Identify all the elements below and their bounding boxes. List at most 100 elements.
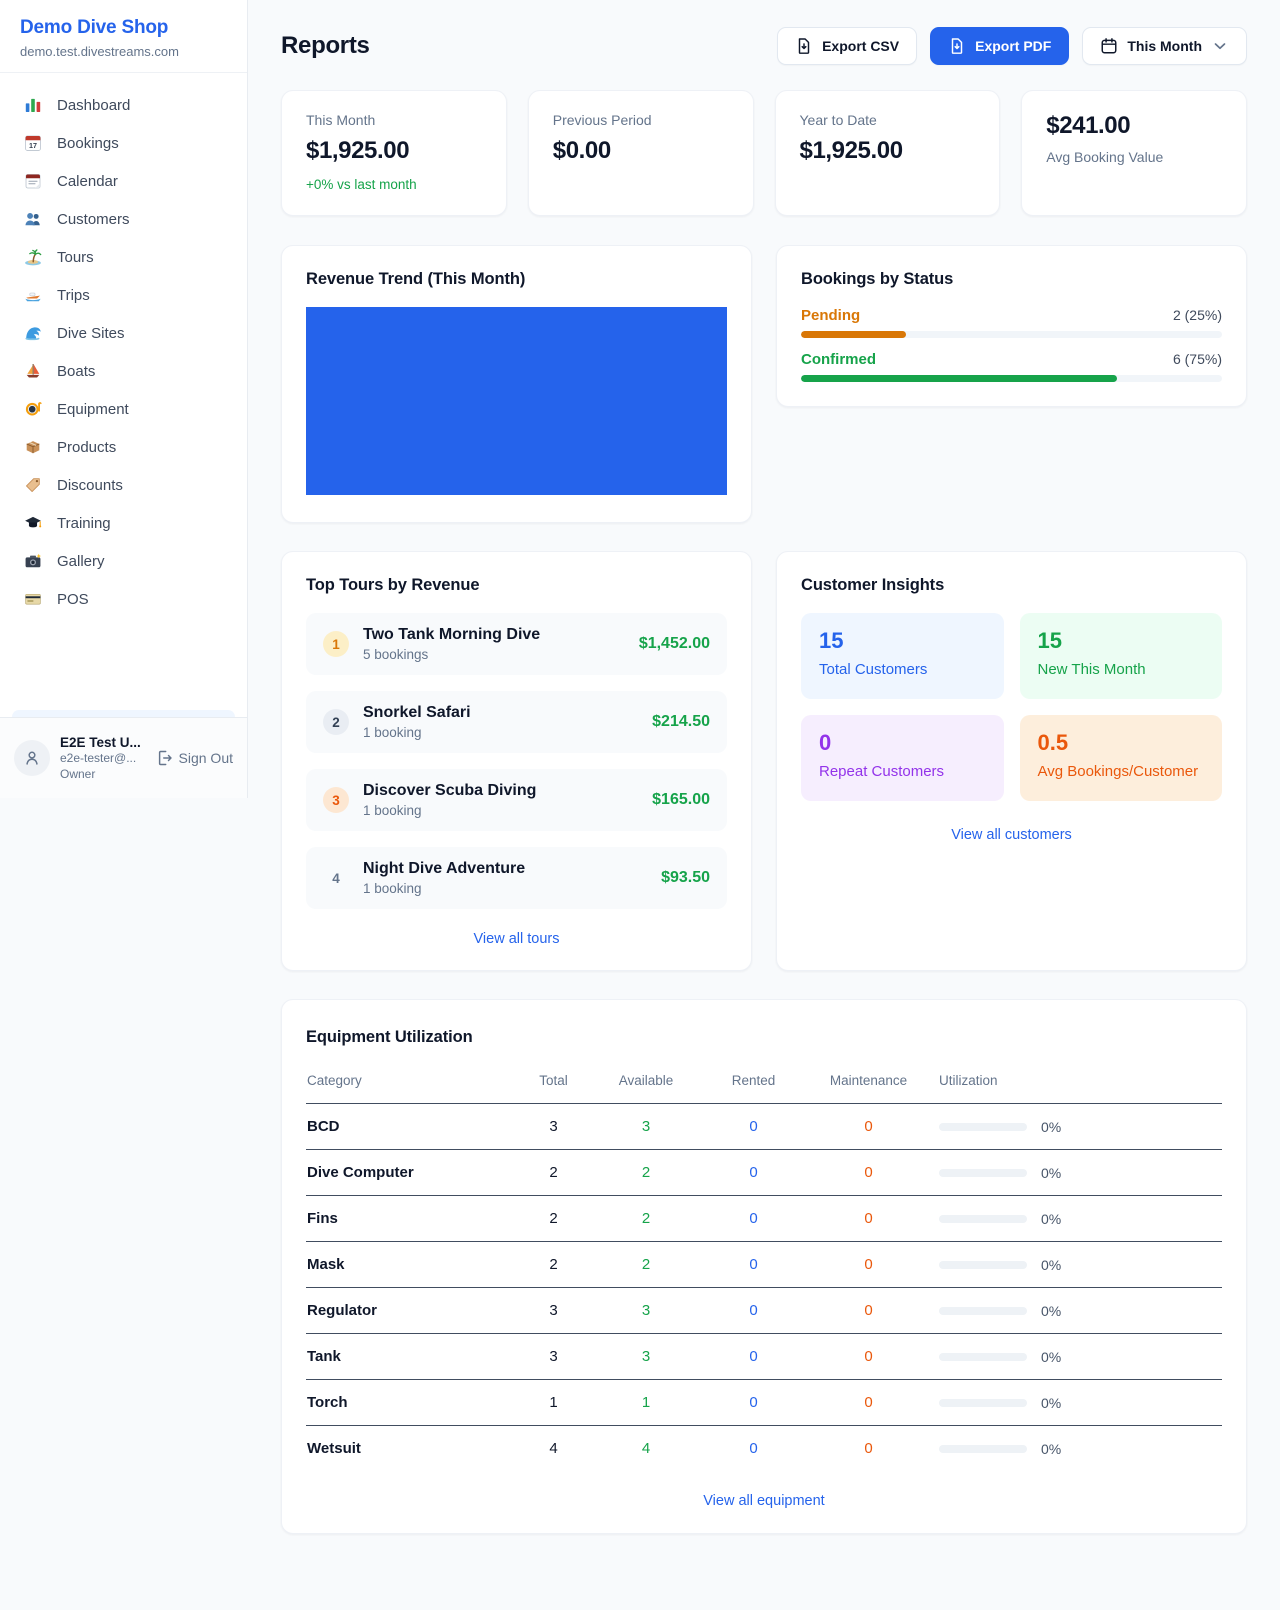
equipment-category: Regulator bbox=[306, 1287, 516, 1334]
sign-out-button[interactable]: Sign Out bbox=[155, 749, 233, 767]
sidebar-item-tours[interactable]: Tours bbox=[12, 238, 235, 276]
sidebar-item-label: Tours bbox=[57, 248, 94, 266]
tour-bookings: 1 booking bbox=[363, 725, 422, 740]
sidebar-item-dive-sites[interactable]: Dive Sites bbox=[12, 314, 235, 352]
equipment-category: Wetsuit bbox=[307, 1440, 361, 1457]
tour-row-snorkel-safari[interactable]: 2 Snorkel Safari 1 booking $214.50 bbox=[306, 691, 727, 753]
utilization-bar bbox=[939, 1122, 1027, 1131]
header-actions: Export CSV Export PDF bbox=[777, 27, 1247, 65]
sidebar-item-pos[interactable]: POS bbox=[12, 580, 235, 618]
equipment-category: Mask bbox=[306, 1241, 516, 1288]
equipment-table-header-row: Category Total Available Rented Maintena… bbox=[306, 1065, 1222, 1104]
insight-tile-repeat-customers: 0 Repeat Customers bbox=[801, 715, 1004, 801]
brand-name[interactable]: Demo Dive Shop bbox=[20, 17, 169, 38]
utilization-percent: 0% bbox=[1041, 1164, 1062, 1181]
sidebar-item-gallery[interactable]: Gallery bbox=[12, 542, 235, 580]
status-count: 6 (75%) bbox=[1172, 351, 1222, 367]
equipment-available: 1 bbox=[591, 1379, 701, 1426]
period-dropdown[interactable]: This Month bbox=[1082, 27, 1247, 65]
equipment-rented: 0 bbox=[701, 1195, 806, 1242]
sidebar-item-label: Gallery bbox=[57, 552, 105, 570]
equipment-total: 3 bbox=[516, 1287, 591, 1334]
equipment-maintenance: 0 bbox=[806, 1103, 931, 1150]
sailboat-icon bbox=[24, 362, 42, 380]
sidebar-item-bookings[interactable]: 17 Bookings bbox=[12, 124, 235, 162]
lists-row: Top Tours by Revenue 1 Two Tank Morning D… bbox=[281, 551, 1247, 971]
tour-revenue: $1,452.00 bbox=[638, 635, 710, 652]
sidebar-user-footer: E2E Test U... e2e-tester@... Owner Sign … bbox=[0, 717, 247, 798]
utilization-percent: 0% bbox=[1041, 1348, 1062, 1365]
sidebar-item-label: Calendar bbox=[57, 172, 118, 190]
equipment-rented: 0 bbox=[701, 1379, 806, 1426]
user-name: E2E Test U... bbox=[60, 734, 141, 750]
sidebar-item-customers[interactable]: Customers bbox=[12, 200, 235, 238]
utilization-bar bbox=[939, 1260, 1027, 1269]
equipment-utilization-title: Equipment Utilization bbox=[306, 1028, 473, 1046]
equipment-row-regulator: Regulator 3 3 0 0 0% bbox=[306, 1287, 1222, 1334]
view-all-customers-link[interactable]: View all customers bbox=[951, 827, 1072, 843]
svg-text:17: 17 bbox=[29, 141, 37, 150]
stat-value: $0.00 bbox=[552, 137, 611, 164]
customer-insights-title: Customer Insights bbox=[801, 576, 945, 594]
status-label: Pending bbox=[801, 307, 861, 324]
tour-bookings: 1 booking bbox=[363, 881, 422, 896]
tour-revenue: $165.00 bbox=[652, 791, 710, 808]
user-email: e2e-tester@... bbox=[60, 751, 137, 766]
sidebar-item-boats[interactable]: Boats bbox=[12, 352, 235, 390]
revenue-trend-title: Revenue Trend (This Month) bbox=[306, 270, 526, 288]
sidebar-item-products[interactable]: Products bbox=[12, 428, 235, 466]
view-all-equipment-link[interactable]: View all equipment bbox=[703, 1493, 825, 1509]
file-export-icon bbox=[795, 37, 813, 55]
equipment-rented: 0 bbox=[701, 1149, 806, 1196]
status-count: 2 (25%) bbox=[1172, 307, 1222, 323]
equipment-row-fins: Fins 2 2 0 0 0% bbox=[306, 1195, 1222, 1242]
equipment-total: 4 bbox=[549, 1440, 558, 1457]
tour-row-two-tank-morning-dive[interactable]: 1 Two Tank Morning Dive 5 bookings $1,452.0… bbox=[306, 613, 727, 675]
sidebar-item-dashboard[interactable]: Dashboard bbox=[12, 86, 235, 124]
avatar bbox=[14, 740, 50, 776]
stats-row: This Month $1,925.00 +0% vs last month Prev… bbox=[281, 90, 1247, 216]
sidebar-item-trips[interactable]: Trips bbox=[12, 276, 235, 314]
status-label: Confirmed bbox=[801, 351, 876, 368]
utilization-bar bbox=[939, 1444, 1027, 1453]
equipment-row-torch: Torch 1 1 0 0 0% bbox=[306, 1379, 1222, 1426]
person-icon bbox=[23, 749, 41, 767]
brand-header: Demo Dive Shop demo.test.divestreams.com bbox=[0, 0, 247, 73]
utilization-bar bbox=[939, 1168, 1027, 1177]
sidebar-item-discounts[interactable]: Discounts bbox=[12, 466, 235, 504]
export-csv-button[interactable]: Export CSV bbox=[777, 27, 918, 65]
equipment-row-mask: Mask 2 2 0 0 0% bbox=[306, 1241, 1222, 1288]
tour-row-discover-scuba-diving[interactable]: 3 Discover Scuba Diving 1 booking $165.00 bbox=[306, 769, 727, 831]
sidebar-item-equipment[interactable]: Equipment bbox=[12, 390, 235, 428]
sidebar-item-training[interactable]: Training bbox=[12, 504, 235, 542]
package-icon bbox=[24, 438, 42, 456]
column-header-category: Category bbox=[306, 1065, 516, 1104]
export-pdf-button[interactable]: Export PDF bbox=[930, 27, 1070, 65]
speedboat-icon bbox=[24, 286, 42, 304]
sidebar-item-label: Discounts bbox=[57, 476, 123, 494]
insight-tile-total-customers: 15 Total Customers bbox=[801, 613, 1004, 699]
user-role: Owner bbox=[60, 766, 96, 781]
wave-icon bbox=[24, 324, 42, 342]
dive-mask-icon bbox=[24, 400, 42, 418]
sidebar-item-label: Dashboard bbox=[57, 96, 131, 114]
utilization-percent: 0% bbox=[1041, 1210, 1062, 1227]
calendar-icon bbox=[1100, 37, 1118, 55]
sign-out-icon bbox=[155, 749, 173, 767]
view-all-tours-link[interactable]: View all tours bbox=[473, 931, 560, 947]
equipment-category: Dive Computer bbox=[306, 1149, 516, 1196]
file-export-icon bbox=[948, 37, 966, 55]
tour-row-night-dive-adventure[interactable]: 4 Night Dive Adventure 1 booking $93.50 bbox=[306, 847, 727, 909]
status-row-pending: Pending 2 (25%) bbox=[801, 307, 1222, 338]
insight-value: 15 bbox=[1037, 628, 1062, 653]
equipment-maintenance: 0 bbox=[806, 1333, 931, 1380]
stat-value: $1,925.00 bbox=[799, 137, 904, 164]
active-nav-highlight bbox=[12, 710, 235, 717]
status-bar-track bbox=[801, 331, 1222, 338]
equipment-category: Fins bbox=[306, 1195, 516, 1242]
camera-icon bbox=[24, 552, 42, 570]
equipment-total: 3 bbox=[516, 1333, 591, 1380]
equipment-maintenance: 0 bbox=[806, 1379, 931, 1426]
utilization-percent: 0% bbox=[1041, 1118, 1062, 1135]
sidebar-item-calendar[interactable]: Calendar bbox=[12, 162, 235, 200]
